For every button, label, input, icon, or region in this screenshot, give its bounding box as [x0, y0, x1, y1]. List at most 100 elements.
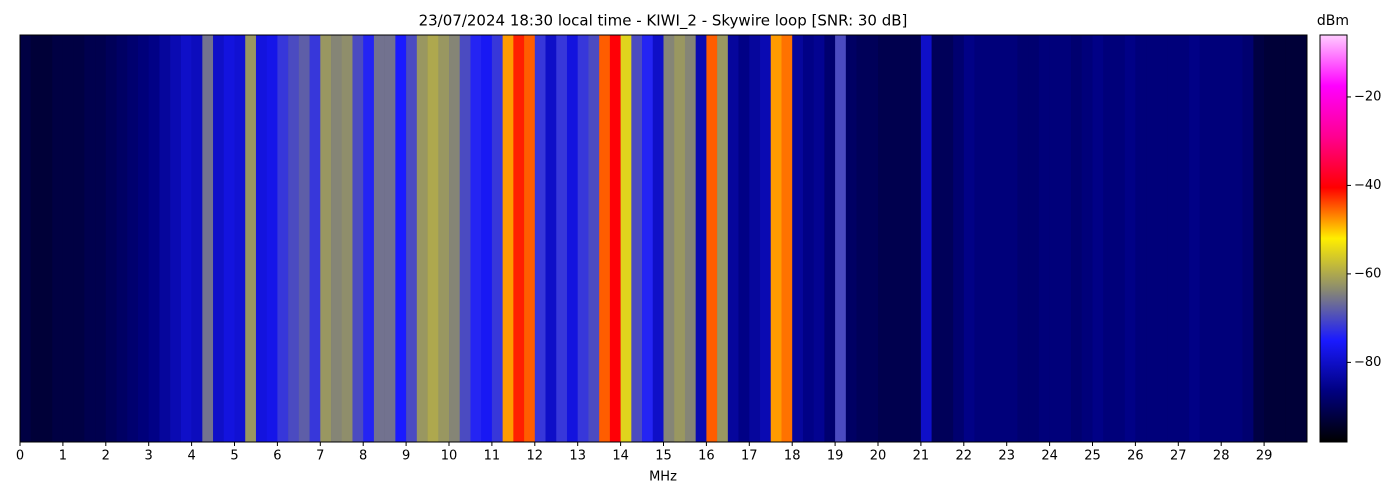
- spectrum-cell: [534, 35, 546, 442]
- colorbar-tick-label: −20: [1354, 89, 1381, 104]
- spectrum-cell: [1060, 35, 1072, 442]
- colorbar-tick-label: −40: [1354, 178, 1381, 193]
- spectrum-cell: [416, 35, 428, 442]
- colorbar-label: dBm: [1317, 13, 1349, 29]
- spectrum-cell: [1006, 35, 1018, 442]
- spectrum-cell: [62, 35, 74, 442]
- spectrum-cell: [73, 35, 85, 442]
- spectrum-cell: [395, 35, 407, 442]
- spectrum-cell: [1071, 35, 1083, 442]
- spectrum-cell: [481, 35, 493, 442]
- x-tick-label: 9: [402, 449, 410, 464]
- x-tick-label: 24: [1041, 449, 1058, 464]
- spectrum-cell: [577, 35, 589, 442]
- x-tick-label: 27: [1170, 449, 1187, 464]
- spectrum-cell: [931, 35, 943, 442]
- x-axis-label: MHz: [649, 470, 677, 485]
- spectrum-cell: [1264, 35, 1276, 442]
- spectrum-cell: [717, 35, 729, 442]
- spectrum-cell: [1113, 35, 1125, 442]
- x-tick-label: 8: [359, 449, 367, 464]
- spectrum-cell: [878, 35, 890, 442]
- spectrum-cell: [95, 35, 107, 442]
- spectrum-cell: [620, 35, 632, 442]
- spectrum-cell: [331, 35, 343, 442]
- spectrum-cell: [373, 35, 385, 442]
- spectrum-cell: [792, 35, 804, 442]
- spectrum-cell: [888, 35, 900, 442]
- spectrum-cell: [30, 35, 42, 442]
- spectrum-cell: [491, 35, 503, 442]
- spectrum-cell: [277, 35, 289, 442]
- spectrum-cell: [609, 35, 621, 442]
- spectrum-cell: [298, 35, 310, 442]
- x-tick-label: 19: [827, 449, 844, 464]
- colorbar-tick-label: −80: [1354, 355, 1381, 370]
- x-tick-label: 20: [870, 449, 887, 464]
- spectrum-cell: [824, 35, 836, 442]
- x-tick-label: 0: [16, 449, 24, 464]
- spectrum-cell: [524, 35, 536, 442]
- spectrum-cell: [749, 35, 761, 442]
- spectrum-cell: [963, 35, 975, 442]
- spectrum-cell: [459, 35, 471, 442]
- x-tick-label: 6: [273, 449, 281, 464]
- spectrum-cell: [845, 35, 857, 442]
- x-tick-label: 23: [998, 449, 1015, 464]
- spectrum-cell: [942, 35, 954, 442]
- spectrum-cell: [245, 35, 257, 442]
- x-tick-label: 10: [441, 449, 458, 464]
- spectrum-cell: [566, 35, 578, 442]
- spectrum-cell: [127, 35, 139, 442]
- spectrum-cell: [835, 35, 847, 442]
- spectrum-cell: [1296, 35, 1308, 442]
- x-tick-label: 17: [741, 449, 758, 464]
- x-tick-label: 25: [1084, 449, 1101, 464]
- x-tick-label: 3: [145, 449, 153, 464]
- spectrum-cell: [1146, 35, 1158, 442]
- spectrum-cell: [545, 35, 557, 442]
- spectrum-cell: [502, 35, 514, 442]
- spectrum-cell: [781, 35, 793, 442]
- x-tick-label: 5: [230, 449, 238, 464]
- spectrum-cell: [170, 35, 182, 442]
- spectrum-cell: [1253, 35, 1265, 442]
- x-tick-label: 22: [956, 449, 973, 464]
- spectrum-cell: [802, 35, 814, 442]
- x-tick-label: 15: [655, 449, 672, 464]
- x-tick-label: 12: [527, 449, 544, 464]
- spectrum-cell: [20, 35, 32, 442]
- chart-title: 23/07/2024 18:30 local time - KIWI_2 - S…: [419, 12, 908, 31]
- colorbar: [1319, 34, 1348, 443]
- spectrum-cell: [1178, 35, 1190, 442]
- spectrum-cell: [674, 35, 686, 442]
- spectrum-cell: [105, 35, 117, 442]
- spectrum-cell: [159, 35, 171, 442]
- spectrum-cell: [684, 35, 696, 442]
- spectrum-cell: [223, 35, 235, 442]
- spectrum-cell: [116, 35, 128, 442]
- spectrum-cell: [1221, 35, 1233, 442]
- spectrum-cell: [180, 35, 192, 442]
- spectrum-cell: [449, 35, 461, 442]
- spectrum-cell: [1167, 35, 1179, 442]
- spectrum-cell: [760, 35, 772, 442]
- spectrum-cell: [384, 35, 396, 442]
- spectrum-cell: [363, 35, 375, 442]
- spectrum-cell: [427, 35, 439, 442]
- spectrum-cell: [1156, 35, 1168, 442]
- spectrum-cell: [41, 35, 53, 442]
- spectrum-cell: [856, 35, 868, 442]
- spectrum-cell: [727, 35, 739, 442]
- x-tick-label: 1: [59, 449, 67, 464]
- spectrum-cell: [1231, 35, 1243, 442]
- spectrum-cell: [663, 35, 675, 442]
- spectrum-cell: [1103, 35, 1115, 442]
- spectrum-cell: [695, 35, 707, 442]
- spectrum-cell: [309, 35, 321, 442]
- spectrum-cell: [1038, 35, 1050, 442]
- spectrum-cell: [84, 35, 96, 442]
- spectrum-cell: [1028, 35, 1040, 442]
- spectrum-cell: [995, 35, 1007, 442]
